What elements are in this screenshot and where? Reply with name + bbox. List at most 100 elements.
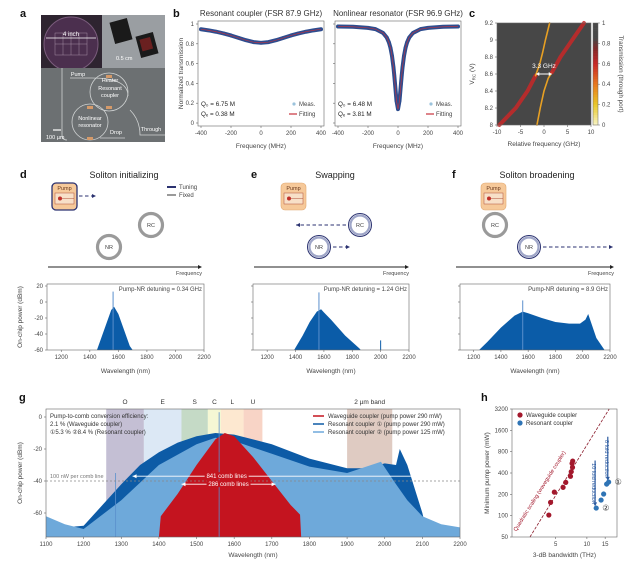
colorbar-segment (593, 28, 598, 31)
frequency-axis-label: Frequency (176, 271, 202, 277)
axes-frame (46, 283, 205, 351)
legend-label: Resonant coupler ① (pump power 290 mW) (328, 421, 445, 428)
laser-emitter-icon (287, 196, 291, 201)
frequency-axis-label: Frequency (383, 271, 409, 277)
point-label: ① (615, 478, 622, 487)
colorbar: 0 0.2 0.4 0.6 0.8 1 Transmission (through port… (592, 21, 624, 129)
resonant-coupler-point (598, 497, 604, 503)
x-tick-label: 0 (259, 131, 263, 137)
y-tick-label: 0.6 (186, 62, 195, 68)
e-title: Swapping (315, 170, 355, 180)
y-axis-label: Minimum pump power (mW) (484, 432, 491, 514)
x-tick-label: 5 (554, 542, 558, 548)
pump-port-label: Pump (71, 72, 85, 78)
x-tick-label: -400 (332, 131, 345, 137)
comb-span-label-bg (204, 472, 249, 480)
x-tick-label: 400 (316, 131, 327, 137)
legend-marker (517, 420, 523, 426)
y-tick-label: -40 (33, 479, 42, 485)
x-tick-label: 1400 (152, 542, 166, 548)
colorbar-segment (593, 79, 598, 82)
y-tick-label: 8.4 (485, 89, 494, 95)
y-tick-label: 9.2 (485, 21, 494, 27)
colorbar-segment (593, 23, 598, 26)
chart-g: 1100 1200 1300 1400 1500 1600 1700 1800 1900 2000… (17, 399, 467, 559)
waveguides (61, 68, 165, 141)
plot-background (512, 409, 617, 537)
colorbar-frame (592, 22, 599, 126)
y-tick-label: -40 (34, 332, 43, 338)
rc-label: RC (491, 223, 499, 229)
legend-meas-label: Meas. (299, 102, 316, 108)
x-tick-label: 1800 (549, 355, 563, 361)
waveguide-coupler-point (546, 512, 552, 518)
x-tick-label: 1500 (190, 542, 204, 548)
y-tick-label: 1600 (495, 428, 509, 434)
colorbar-segment (593, 63, 598, 67)
nr-resonance: NR (517, 235, 541, 259)
colorbar-segment (593, 84, 598, 88)
colorbar-segment (593, 94, 598, 98)
rc-resonance: RC (348, 213, 372, 237)
y-axis-label: On-chip power (dBm) (17, 442, 24, 504)
q0-annotation: Q₀ = 6.48 M (338, 101, 372, 108)
colorbar-tick-label: 0.4 (602, 82, 611, 88)
colorbar-segment (593, 71, 598, 75)
reduction-arrowhead (593, 502, 598, 507)
panel-label-c: c (469, 8, 475, 20)
waveguide-coupler-point (570, 458, 576, 464)
x-tick-label: 1200 (261, 355, 275, 361)
colorbar-tick-label: 0.2 (602, 103, 611, 109)
y-tick-label: 400 (498, 471, 509, 477)
q0-annotation: Q₀ = 6.75 M (201, 101, 235, 108)
meas-series (199, 27, 323, 45)
nr-resonance-trace (536, 71, 553, 126)
x-tick-label: 200 (286, 131, 297, 137)
x-tick-label: 1600 (228, 542, 242, 548)
x-tick-label: 1400 (83, 355, 97, 361)
y-tick-label: 9 (490, 38, 494, 44)
band-label: C (212, 399, 217, 406)
x-tick-label: 1200 (77, 542, 91, 548)
band-label: L (230, 399, 234, 406)
wafer-chip-grid (54, 32, 88, 56)
band-label: S (192, 399, 197, 406)
detuning-annotation: Pump-NR detuning = 1.24 GHz (324, 287, 407, 293)
chart-b-right: -400 -200 0 200 400 Frequency (MHz) Q₀ = 6.48 … (332, 20, 464, 150)
x-tick-label: 2000 (374, 355, 388, 361)
colorbar-segment (593, 107, 598, 110)
x-tick-label: 10 (588, 130, 595, 136)
colorbar-tick-label: 0.8 (602, 41, 611, 47)
x-tick-label: 1400 (494, 355, 508, 361)
x-tick-label: 0 (542, 130, 546, 136)
x-tick-label: 2000 (378, 542, 392, 548)
arrowhead-icon (609, 245, 613, 249)
nr-label: NR (105, 245, 113, 251)
waveguide-coupler-point (560, 484, 566, 490)
y-tick-label: 0.4 (186, 81, 195, 87)
nr-resonance-trace (534, 22, 551, 77)
legend-fitting-label: Fitting (436, 112, 452, 118)
y-tick-label: 200 (498, 492, 509, 498)
y-axis-label: VRC (V) (469, 63, 477, 84)
panel-label-h: h (481, 392, 488, 404)
x-tick-label: 200 (423, 131, 434, 137)
waveguide-coupler-point (563, 479, 569, 485)
plot-area (199, 27, 323, 45)
y-tick-label: -60 (34, 348, 43, 354)
x-tick-label: 1600 (112, 355, 126, 361)
rc-ring (481, 211, 509, 239)
band-label: 2 µm band (354, 399, 385, 406)
detuning-annotation: Pump-NR detuning = 8.9 GHz (528, 287, 608, 293)
legend-fitting-label: Fitting (299, 112, 315, 118)
band-label: U (251, 399, 256, 406)
plot-foreground: 1200 1400 1600 1800 2000 2200 -60 -40 -20 0 20 Wave… (17, 283, 211, 375)
plot-area (96, 291, 133, 350)
y-axis-label: Normalized transmission (178, 38, 185, 110)
heater-label: Heater (102, 78, 119, 84)
chart-f: 1200 1400 1600 1800 2000 2200 Wavelength (nm) P… (458, 283, 617, 375)
y-tick-label: -20 (34, 316, 43, 322)
reduction-label: 10 fold reduction (590, 463, 596, 504)
x-tick-label: 1800 (346, 355, 360, 361)
x-tick-label: 1600 (317, 355, 331, 361)
